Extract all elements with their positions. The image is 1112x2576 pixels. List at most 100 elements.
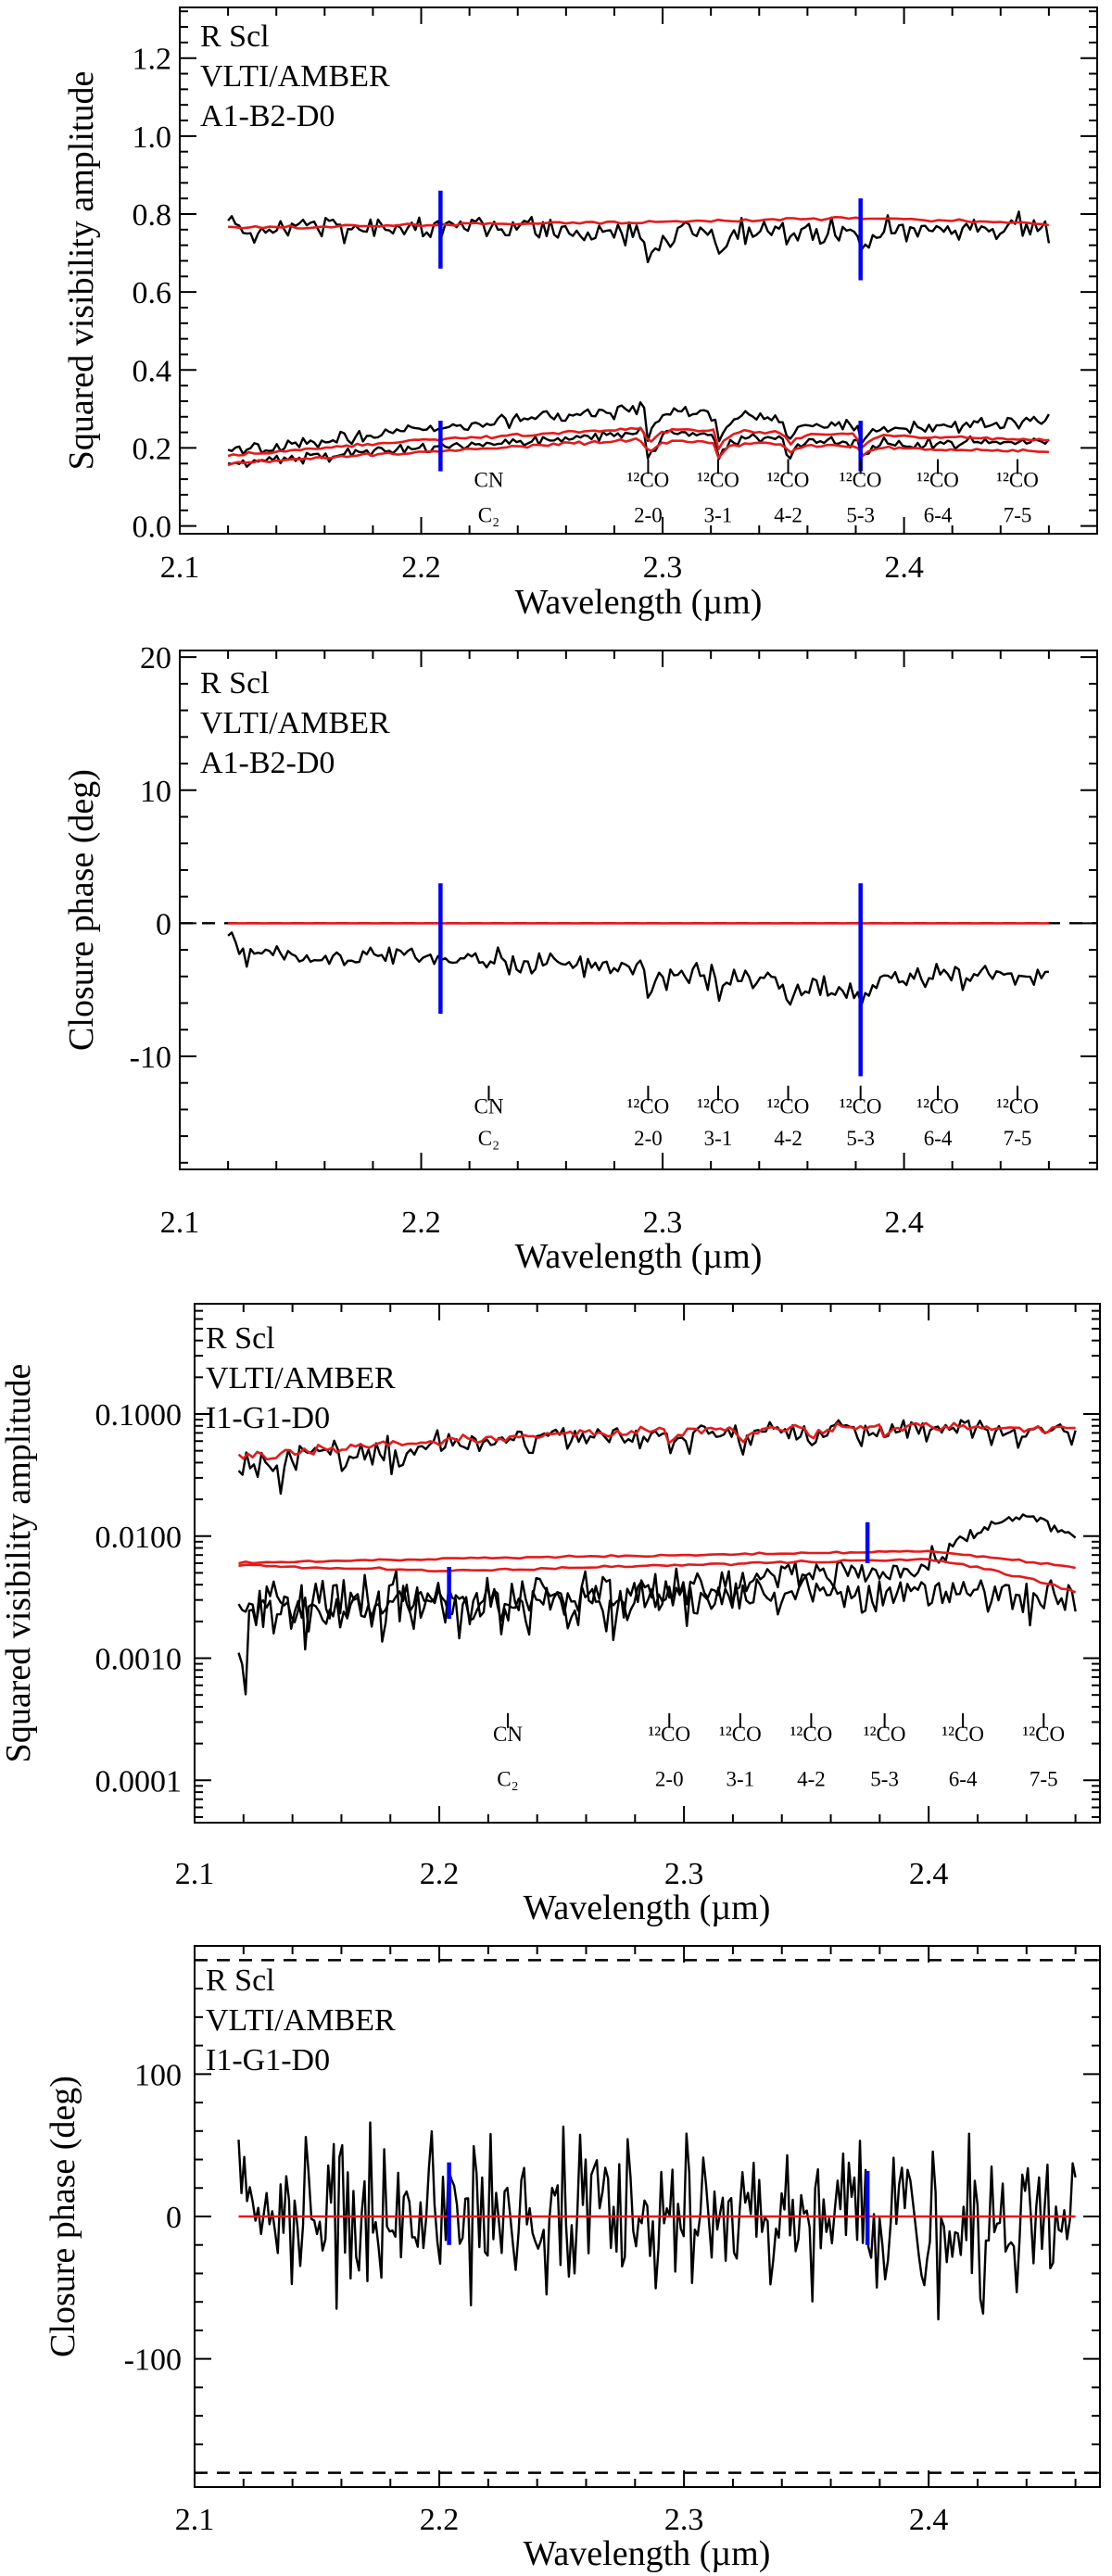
band-label-transition: 4-2: [774, 1127, 802, 1150]
band-label-transition: 4-2: [774, 503, 802, 526]
band-label-species: CN: [474, 1095, 503, 1118]
band-label-species: ¹²CO: [864, 1723, 906, 1746]
observed-series-line: [227, 401, 1050, 456]
x-tick-label: 2.3: [643, 550, 683, 585]
band-label-transition: 3-1: [727, 1767, 755, 1790]
observed-series-line: [237, 2121, 1077, 2321]
model-series-line: [237, 1421, 1076, 1461]
x-tick-label: 2.4: [909, 2503, 949, 2537]
observed-series-line: [227, 210, 1051, 264]
x-tick-label: 2.4: [884, 1206, 924, 1240]
x-axis-label: Wavelength (µm): [515, 583, 763, 622]
y-tick-label: 0.0010: [95, 1643, 183, 1677]
annotation-baseline: I1-G1-D0: [206, 1401, 330, 1435]
model-series-line: [228, 216, 1050, 230]
observed-series-line: [237, 1513, 1077, 1696]
y-axis-label: Squared visibility amplitude: [0, 1364, 38, 1763]
band-label-species: ¹²CO: [767, 469, 810, 492]
y-axis-label: Squared visibility amplitude: [62, 71, 101, 471]
annotation-baseline: A1-B2-D0: [200, 746, 335, 780]
y-tick-label: 0.0001: [95, 1764, 183, 1799]
band-label-species: ¹²CO: [840, 469, 882, 492]
band-label-transition: 5-3: [846, 503, 875, 526]
y-axis-label: Closure phase (deg): [62, 769, 101, 1051]
panel-visibility-i1g1d0: 2.1 2.2 2.3 2.4 0.0001 0.0010 0.0100 0.1000 CN C…: [0, 1303, 1101, 1927]
annotation-instrument: VLTI/AMBER: [206, 2003, 396, 2038]
x-tick-label: 2.4: [909, 1857, 949, 1891]
y-tick-label: 100: [134, 2058, 182, 2092]
band-label-transition: C₂: [478, 1127, 499, 1150]
y-tick-label: 0.0100: [95, 1521, 183, 1555]
annotation-star: R Scl: [206, 1321, 275, 1356]
y-tick-label: 0.8: [133, 198, 172, 233]
band-label-transition: 4-2: [797, 1767, 826, 1790]
annotation-star: R Scl: [200, 19, 270, 54]
y-tick-label: 10: [140, 775, 171, 809]
x-tick-label: 2.2: [401, 550, 441, 585]
band-label-transition: 7-5: [1030, 1767, 1058, 1790]
y-tick-label: -100: [124, 2343, 182, 2378]
panel-closure-phase-i1g1d0: 2.1 2.2 2.3 2.4 -100 0 100 R Scl VLTI/AMBER I1…: [44, 1945, 1101, 2573]
observed-series-line: [237, 1419, 1077, 1496]
annotation-star: R Scl: [200, 666, 270, 701]
band-label-species: ¹²CO: [719, 1723, 762, 1746]
band-label-species: CN: [474, 469, 503, 492]
band-label-transition: 2-0: [655, 1767, 684, 1790]
x-tick-label: 2.2: [420, 2503, 460, 2537]
band-label-species: ¹²CO: [916, 1095, 959, 1118]
band-label-species: ¹²CO: [996, 1095, 1039, 1118]
band-label-species: ¹²CO: [627, 469, 670, 492]
x-axis-label: Wavelength (µm): [524, 1888, 771, 1927]
y-axis-label: Closure phase (deg): [44, 2076, 82, 2357]
annotation-baseline: A1-B2-D0: [200, 99, 335, 133]
band-label-transition: 2-0: [634, 503, 663, 526]
y-tick-label: 0: [156, 907, 171, 941]
x-tick-label: 2.2: [420, 1857, 460, 1891]
x-tick-label: 2.4: [884, 550, 924, 585]
observed-series-line: [237, 1574, 1077, 1636]
band-label-species: ¹²CO: [697, 469, 739, 492]
model-series-line: [238, 1549, 1076, 1570]
y-tick-label: 0.4: [133, 354, 172, 388]
band-label-species: CN: [493, 1723, 523, 1746]
annotation-instrument: VLTI/AMBER: [200, 59, 390, 94]
y-tick-label: 0.2: [133, 432, 172, 466]
annotation-instrument: VLTI/AMBER: [206, 1361, 396, 1395]
band-label-transition: C₂: [478, 503, 499, 526]
x-tick-label: 2.3: [643, 1206, 683, 1240]
y-tick-label: -10: [130, 1041, 171, 1075]
band-label-transition: 5-3: [846, 1127, 875, 1150]
model-series-line: [227, 436, 1049, 467]
panel-visibility-a1b2d0: 2.1 2.2 2.3 2.4 0.0 0.2 0.4 0.6 0.8 1.0 1.2 CN C₂ ¹²…: [62, 6, 1098, 622]
y-tick-label: 20: [140, 641, 171, 676]
band-label-transition: 7-5: [1004, 1127, 1032, 1150]
band-label-transition: C₂: [497, 1767, 518, 1790]
band-label-species: ¹²CO: [941, 1723, 984, 1746]
y-tick-label: 0: [166, 2201, 182, 2235]
x-tick-label: 2.3: [664, 2503, 704, 2537]
band-label-species: ¹²CO: [767, 1095, 810, 1118]
annotation-star: R Scl: [206, 1964, 275, 1998]
band-label-species: ¹²CO: [996, 469, 1039, 492]
plot-frame: [179, 650, 1098, 1170]
x-axis-label: Wavelength (µm): [524, 2534, 771, 2573]
x-tick-label: 2.1: [175, 2503, 215, 2537]
y-tick-label: 1.0: [133, 120, 172, 155]
x-tick-label: 2.3: [664, 1857, 704, 1891]
annotation-baseline: I1-G1-D0: [206, 2043, 330, 2077]
y-tick-label: 0.0: [133, 511, 172, 545]
band-label-transition: 3-1: [704, 503, 733, 526]
observed-series-line: [227, 931, 1049, 1006]
y-tick-label: 1.2: [133, 43, 172, 77]
band-label-species: ¹²CO: [1022, 1723, 1065, 1746]
band-label-transition: 5-3: [870, 1767, 899, 1790]
panel-closure-phase-a1b2d0: 2.1 2.2 2.3 2.4 -10 0 10 20 CN C₂ ¹²CO 2-0 ¹²CO 3-1 ¹…: [62, 641, 1098, 1276]
band-label-transition: 7-5: [1004, 503, 1032, 526]
plot-frame: [179, 6, 1098, 535]
x-tick-label: 2.2: [401, 1206, 441, 1240]
y-tick-label: 0.6: [133, 276, 172, 310]
band-label-species: ¹²CO: [840, 1095, 882, 1118]
x-axis-label: Wavelength (µm): [515, 1237, 763, 1276]
band-label-transition: 3-1: [704, 1127, 733, 1150]
